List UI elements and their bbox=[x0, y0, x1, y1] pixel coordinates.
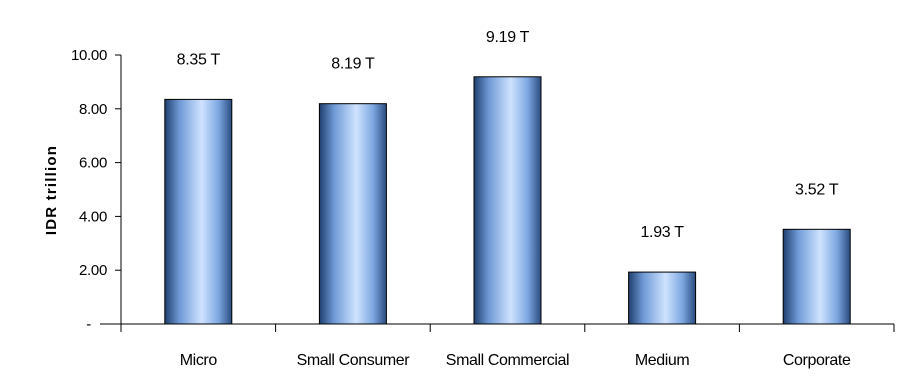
plot-area: - 2.00 4.00 6.00 8.00 10.00 Micro 8.35 T Small C… bbox=[71, 29, 895, 369]
bar-small-commercial bbox=[473, 76, 542, 325]
x-tick-label: Corporate bbox=[783, 352, 851, 369]
data-label: 1.93 T bbox=[640, 224, 684, 241]
y-tick-label: 4.00 bbox=[79, 208, 107, 225]
data-label: 8.35 T bbox=[177, 51, 221, 68]
x-tick-label: Small Consumer bbox=[297, 352, 411, 369]
x-tick-label: Small Commercial bbox=[446, 352, 569, 369]
data-label: 3.52 T bbox=[795, 181, 839, 198]
y-tick-label: 2.00 bbox=[79, 262, 107, 279]
bar-corporate bbox=[782, 228, 851, 325]
bar-micro bbox=[164, 98, 233, 325]
x-tick-label: Micro bbox=[180, 352, 218, 369]
y-tick-label: 6.00 bbox=[79, 155, 107, 172]
data-label: 9.19 T bbox=[486, 29, 530, 46]
y-axis-label: IDR trillion bbox=[43, 145, 60, 235]
y-tick-label: 8.00 bbox=[79, 101, 107, 118]
x-tick-label: Medium bbox=[635, 352, 690, 369]
data-label: 8.19 T bbox=[331, 56, 375, 73]
y-tick-label: - bbox=[86, 316, 91, 333]
y-tick-label: 10.00 bbox=[71, 47, 107, 64]
bar-medium bbox=[628, 271, 697, 325]
bar-small-consumer bbox=[318, 103, 387, 325]
